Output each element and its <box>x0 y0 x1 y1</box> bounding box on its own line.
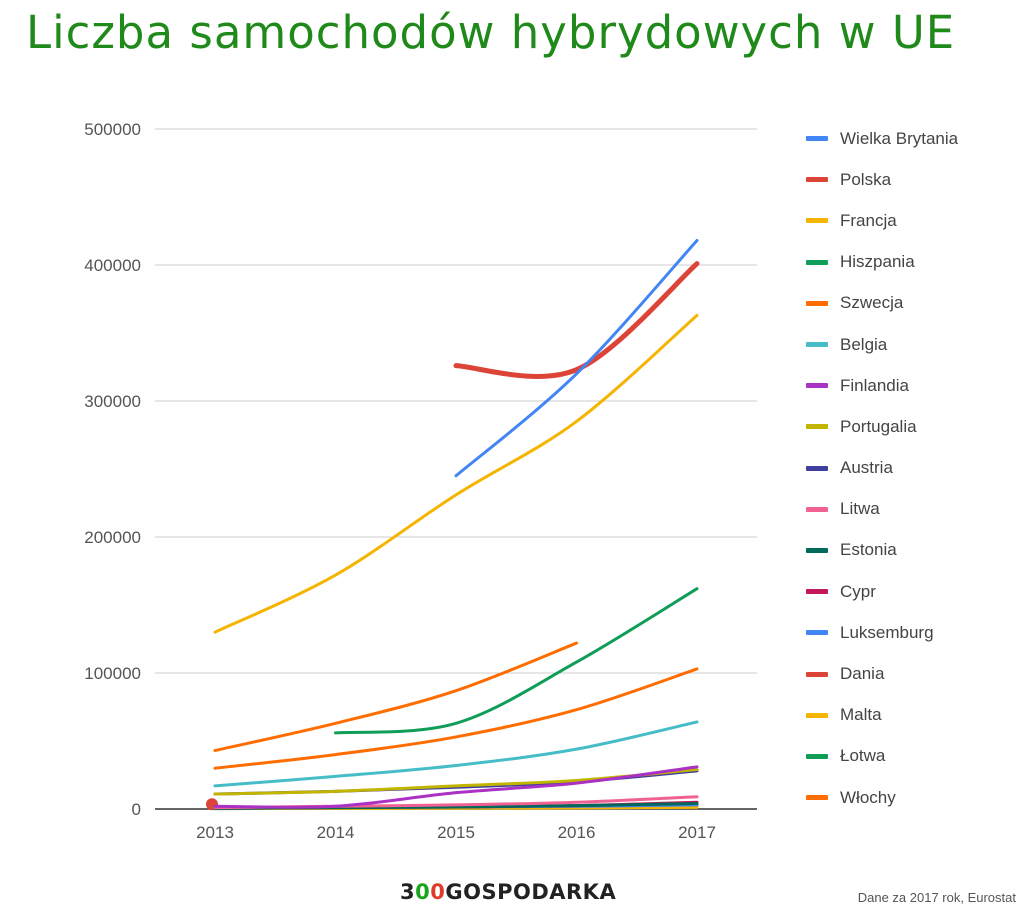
legend-swatch <box>806 383 828 389</box>
legend-label: Portugalia <box>840 416 917 436</box>
legend-swatch <box>806 795 828 801</box>
legend-label: Estonia <box>840 540 897 560</box>
legend-item: Luksemburg <box>806 612 1021 653</box>
legend-swatch <box>806 342 828 348</box>
series-line-włochy <box>213 641 578 753</box>
y-tick-label: 500000 <box>84 120 141 139</box>
series-line-austria <box>213 769 699 796</box>
brand-digit-zero-red: 0 <box>430 880 446 904</box>
legend-swatch <box>806 465 828 471</box>
series-line-finlandia <box>213 765 699 809</box>
legend-item: Wielka Brytania <box>806 118 1021 159</box>
brand-logo: 300GOSPODARKA <box>400 880 616 904</box>
x-tick-label: 2017 <box>678 823 716 842</box>
legend-label: Włochy <box>840 787 896 807</box>
source-note: Dane za 2017 rok, Eurostat <box>857 890 1016 905</box>
legend-swatch <box>806 136 828 142</box>
x-tick-label: 2015 <box>437 823 475 842</box>
legend-swatch <box>806 506 828 512</box>
legend-swatch <box>806 259 828 265</box>
legend: Wielka Brytania Polska Francja Hiszpania Szw… <box>806 118 1021 818</box>
legend-label: Cypr <box>840 581 876 601</box>
y-axis-tick-labels: 0 100000 200000 300000 400000 500000 <box>84 120 141 819</box>
x-axis-tick-labels: 2013 2014 2015 2016 2017 <box>196 823 716 842</box>
legend-label: Finlandia <box>840 375 909 395</box>
legend-item: Austria <box>806 448 1021 489</box>
y-tick-label: 100000 <box>84 664 141 683</box>
legend-item: Portugalia <box>806 406 1021 447</box>
legend-item: Hiszpania <box>806 242 1021 283</box>
series-line-polska <box>453 261 700 379</box>
series-line-belgia <box>213 720 699 788</box>
legend-swatch <box>806 547 828 553</box>
y-tick-label: 200000 <box>84 528 141 547</box>
legend-label: Polska <box>840 169 892 189</box>
series-line-portugalia <box>213 768 699 796</box>
brand-digit-zero-green: 0 <box>415 880 431 904</box>
series-line-szwecja <box>213 667 699 770</box>
legend-label: Litwa <box>840 499 880 519</box>
legend-swatch <box>806 712 828 718</box>
legend-item: Łotwa <box>806 736 1021 777</box>
grid-lines <box>155 128 757 810</box>
legend-label: Hiszpania <box>840 252 915 272</box>
series-lines <box>206 239 700 811</box>
x-tick-label: 2013 <box>196 823 234 842</box>
legend-item: Finlandia <box>806 365 1021 406</box>
series-line-hiszpania <box>334 587 699 735</box>
legend-swatch <box>806 218 828 224</box>
legend-label: Dania <box>840 664 885 684</box>
legend-swatch <box>806 753 828 759</box>
y-tick-label: 300000 <box>84 392 141 411</box>
legend-label: Szwecja <box>840 293 904 313</box>
legend-label: Belgia <box>840 334 888 354</box>
legend-swatch <box>806 424 828 430</box>
legend-swatch <box>806 630 828 636</box>
y-tick-label: 0 <box>132 800 141 819</box>
legend-item: Włochy <box>806 777 1021 818</box>
legend-item: Cypr <box>806 571 1021 612</box>
legend-item: Estonia <box>806 530 1021 571</box>
legend-swatch <box>806 671 828 677</box>
legend-label: Luksemburg <box>840 622 934 642</box>
legend-item: Szwecja <box>806 283 1021 324</box>
legend-item: Malta <box>806 695 1021 736</box>
y-tick-label: 400000 <box>84 256 141 275</box>
legend-label: Austria <box>840 458 893 478</box>
legend-label: Wielka Brytania <box>840 128 959 148</box>
legend-item: Belgia <box>806 324 1021 365</box>
legend-swatch <box>806 589 828 595</box>
legend-label: Łotwa <box>840 746 886 766</box>
x-tick-label: 2016 <box>558 823 596 842</box>
x-tick-label: 2014 <box>317 823 355 842</box>
legend-swatch <box>806 300 828 306</box>
legend-item: Dania <box>806 653 1021 694</box>
legend-item: Litwa <box>806 489 1021 530</box>
legend-item: Polska <box>806 159 1021 200</box>
series-line-wielka brytania <box>454 239 699 478</box>
series-line-francja <box>213 313 699 634</box>
legend-label: Malta <box>840 705 882 725</box>
chart-title: Liczba samochodów hybrydowych w UE <box>26 6 956 59</box>
legend-label: Francja <box>840 210 897 230</box>
legend-item: Francja <box>806 200 1021 241</box>
legend-swatch <box>806 177 828 183</box>
brand-digit-3: 3 <box>400 880 416 904</box>
brand-word: GOSPODARKA <box>445 880 617 904</box>
